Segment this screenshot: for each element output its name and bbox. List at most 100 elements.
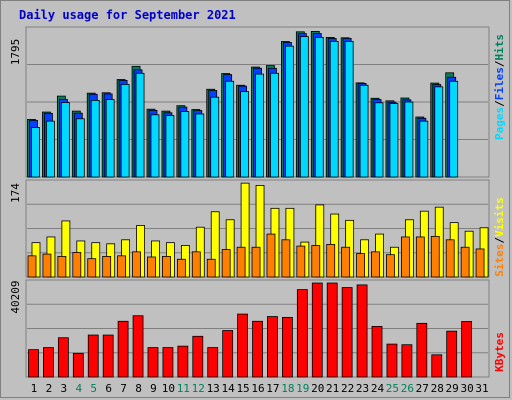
tick-label: 9 bbox=[150, 382, 157, 395]
bar-kbytes bbox=[446, 330, 458, 378]
bar-pages bbox=[299, 36, 309, 178]
bar-sites bbox=[266, 233, 276, 278]
tick-label: 17 bbox=[266, 382, 279, 395]
bar-pages bbox=[31, 127, 40, 178]
bar-pages bbox=[90, 100, 100, 178]
tick-label: 30 bbox=[460, 382, 473, 395]
tick-label: 27 bbox=[416, 382, 429, 395]
series-legend: Pages/Files/Hits bbox=[493, 34, 506, 140]
legend-files: Files bbox=[493, 67, 506, 100]
bar-sites bbox=[460, 246, 470, 278]
max-label: 40209 bbox=[9, 280, 22, 313]
bar-sites bbox=[296, 245, 306, 278]
bar-kbytes bbox=[461, 321, 473, 378]
bar-kbytes bbox=[311, 282, 323, 378]
bar-sites bbox=[42, 253, 52, 278]
legend-sites: Sites bbox=[493, 244, 506, 277]
bar-kbytes bbox=[102, 334, 114, 378]
bar-sites bbox=[326, 243, 336, 278]
bar-kbytes bbox=[192, 335, 204, 378]
bar-pages bbox=[180, 111, 190, 178]
tick-label: 26 bbox=[401, 382, 414, 395]
bar-kbytes bbox=[57, 337, 69, 378]
bar-sites bbox=[356, 253, 365, 278]
legend-pages: Pages bbox=[493, 107, 506, 140]
tick-label: 23 bbox=[356, 382, 369, 395]
bar-sites bbox=[341, 246, 351, 278]
bar-sites bbox=[162, 255, 171, 278]
legend-separator: / bbox=[493, 237, 506, 244]
bar-sites bbox=[445, 239, 455, 278]
legend-hits: Hits bbox=[493, 34, 506, 61]
bar-pages bbox=[389, 103, 399, 178]
bar-pages bbox=[46, 120, 55, 178]
bar-kbytes bbox=[87, 334, 99, 378]
bar-kbytes bbox=[72, 352, 84, 378]
legend-separator: / bbox=[493, 100, 506, 107]
bar-sites bbox=[206, 258, 216, 278]
bar-sites bbox=[57, 255, 67, 278]
bar-kbytes bbox=[326, 282, 338, 378]
bar-pages bbox=[419, 120, 429, 178]
bar-sites bbox=[176, 258, 186, 278]
bar-sites bbox=[117, 255, 127, 278]
bar-kbytes bbox=[147, 347, 159, 378]
bar-kbytes bbox=[237, 313, 248, 378]
bar-kbytes bbox=[267, 316, 278, 378]
tick-label: 20 bbox=[311, 382, 324, 395]
series-legend: KBytes bbox=[493, 332, 506, 372]
bar-sites bbox=[132, 251, 141, 278]
bar-kbytes bbox=[401, 344, 413, 378]
tick-label: 8 bbox=[135, 382, 142, 395]
tick-label: 28 bbox=[431, 382, 444, 395]
max-label: 174 bbox=[9, 183, 22, 203]
legend-kbytes: KBytes bbox=[493, 332, 506, 372]
bar-sites bbox=[87, 258, 97, 278]
bar-pages bbox=[225, 80, 235, 178]
tick-label: 1 bbox=[31, 382, 38, 395]
bar-kbytes bbox=[431, 354, 443, 378]
bar-kbytes bbox=[252, 320, 263, 378]
bar-kbytes bbox=[117, 320, 129, 378]
tick-label: 12 bbox=[192, 382, 205, 395]
legend-separator: / bbox=[493, 60, 506, 67]
legend-visits: Visits bbox=[493, 197, 506, 237]
bar-sites bbox=[475, 248, 485, 278]
bar-kbytes bbox=[341, 287, 353, 378]
bar-kbytes bbox=[162, 347, 174, 378]
bar-sites bbox=[415, 236, 425, 278]
tick-label: 6 bbox=[105, 382, 112, 395]
bar-pages bbox=[434, 86, 444, 178]
bar-pages bbox=[135, 72, 145, 178]
tick-label: 3 bbox=[61, 382, 68, 395]
bar-pages bbox=[329, 40, 339, 178]
bar-pages bbox=[195, 113, 205, 178]
tick-label: 15 bbox=[236, 382, 249, 395]
bar-kbytes bbox=[356, 284, 368, 378]
tick-label: 29 bbox=[446, 382, 459, 395]
bar-kbytes bbox=[177, 345, 189, 378]
bar-pages bbox=[150, 114, 160, 178]
bar-kbytes bbox=[132, 315, 144, 378]
max-label: 1795 bbox=[9, 39, 22, 66]
bar-kbytes bbox=[296, 289, 308, 378]
tick-label: 31 bbox=[475, 382, 488, 395]
bar-sites bbox=[371, 251, 380, 278]
tick-label: 19 bbox=[296, 382, 309, 395]
bar-sites bbox=[221, 249, 231, 278]
bar-pages bbox=[255, 73, 264, 178]
tick-label: 11 bbox=[177, 382, 190, 395]
bar-kbytes bbox=[43, 347, 54, 378]
bar-kbytes bbox=[371, 326, 383, 378]
bar-kbytes bbox=[28, 349, 39, 378]
bar-kbytes bbox=[386, 343, 398, 378]
bar-sites bbox=[72, 251, 82, 278]
bar-pages bbox=[285, 45, 294, 178]
bar-sites bbox=[236, 246, 246, 278]
tick-label: 16 bbox=[251, 382, 264, 395]
bar-sites bbox=[311, 245, 321, 278]
bar-pages bbox=[120, 84, 130, 178]
bar-pages bbox=[404, 101, 414, 178]
bar-sites bbox=[251, 246, 261, 278]
